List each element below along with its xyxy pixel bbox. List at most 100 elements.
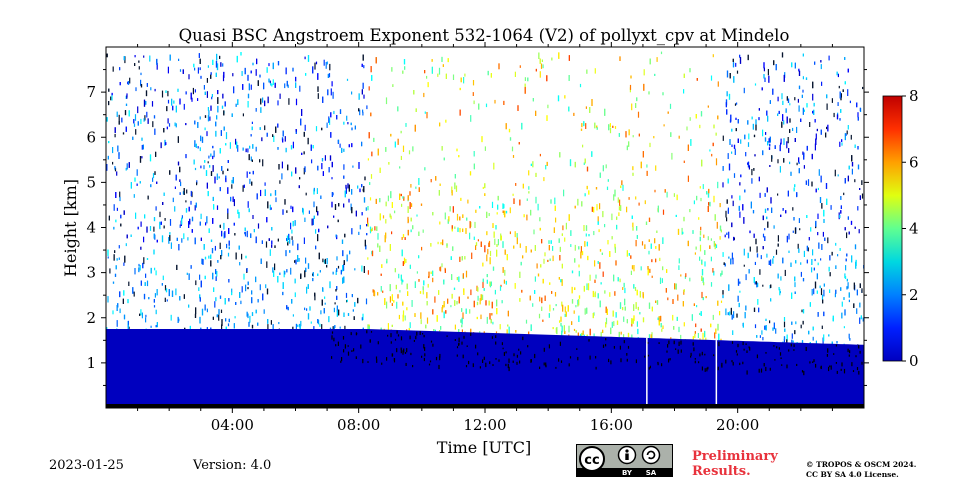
heatmap-cell bbox=[224, 231, 226, 238]
boundary-speck bbox=[505, 351, 507, 354]
heatmap-cell bbox=[212, 145, 214, 149]
preliminary-results-note: Preliminary Results. bbox=[692, 449, 778, 479]
heatmap-cell bbox=[750, 201, 752, 209]
heatmap-cell bbox=[658, 316, 660, 322]
heatmap-cell bbox=[317, 319, 319, 324]
heatmap-cell bbox=[140, 118, 142, 124]
heatmap-cell bbox=[579, 83, 582, 88]
heatmap-cell bbox=[722, 252, 724, 257]
boundary-speck bbox=[793, 349, 795, 351]
heatmap-cell bbox=[481, 136, 483, 143]
heatmap-cell bbox=[407, 206, 409, 213]
heatmap-cell bbox=[538, 52, 540, 59]
heatmap-cell bbox=[426, 317, 429, 324]
heatmap-cell bbox=[456, 301, 458, 305]
heatmap-cell bbox=[397, 106, 399, 112]
boundary-layer-region bbox=[106, 329, 864, 408]
heatmap-cell bbox=[459, 109, 461, 116]
heatmap-cell bbox=[418, 178, 420, 185]
heatmap-cell bbox=[188, 74, 190, 80]
heatmap-cell bbox=[812, 326, 814, 331]
heatmap-cell bbox=[609, 251, 611, 257]
boundary-speck bbox=[776, 346, 778, 349]
heatmap-cell bbox=[242, 84, 244, 90]
heatmap-cell bbox=[315, 229, 317, 234]
heatmap-cell bbox=[168, 289, 170, 297]
boundary-speck bbox=[610, 360, 612, 365]
heatmap-cell bbox=[317, 273, 319, 276]
heatmap-cell bbox=[170, 314, 172, 321]
heatmap-cell bbox=[730, 307, 732, 315]
heatmap-cell bbox=[370, 174, 373, 179]
heatmap-cell bbox=[450, 256, 452, 260]
heatmap-cell bbox=[382, 215, 385, 219]
heatmap-cell bbox=[488, 242, 490, 247]
heatmap-cell bbox=[335, 289, 337, 292]
heatmap-cell bbox=[458, 276, 460, 282]
plot-area bbox=[105, 46, 865, 409]
boundary-speck bbox=[605, 338, 607, 341]
heatmap-cell bbox=[735, 128, 737, 132]
heatmap-cell bbox=[766, 216, 768, 220]
heatmap-cell bbox=[683, 89, 685, 94]
heatmap-cell bbox=[711, 153, 713, 157]
heatmap-cell bbox=[146, 111, 148, 118]
heatmap-cell bbox=[568, 214, 570, 221]
heatmap-cell bbox=[496, 249, 498, 257]
boundary-speck bbox=[858, 370, 860, 375]
heatmap-cell bbox=[767, 115, 769, 122]
heatmap-cell bbox=[336, 286, 338, 290]
heatmap-cell bbox=[321, 163, 323, 170]
heatmap-cell bbox=[221, 166, 223, 171]
heatmap-cell bbox=[631, 103, 633, 111]
heatmap-cell bbox=[390, 215, 392, 220]
heatmap-cell bbox=[644, 244, 646, 249]
heatmap-cell bbox=[277, 100, 279, 106]
heatmap-cell bbox=[211, 248, 214, 254]
heatmap-cell bbox=[849, 100, 851, 104]
heatmap-cell bbox=[290, 205, 292, 209]
heatmap-cell bbox=[831, 251, 833, 256]
heatmap-cell bbox=[297, 243, 299, 251]
heatmap-cell bbox=[483, 288, 485, 291]
heatmap-cell bbox=[500, 233, 502, 241]
heatmap-cell bbox=[257, 322, 259, 326]
heatmap-cell bbox=[423, 280, 425, 286]
heatmap-cell bbox=[655, 258, 657, 263]
heatmap-cell bbox=[241, 71, 243, 76]
heatmap-cell bbox=[769, 165, 771, 167]
heatmap-cell bbox=[354, 268, 356, 271]
heatmap-cell bbox=[583, 285, 585, 292]
heatmap-cell bbox=[489, 250, 492, 257]
heatmap-cell bbox=[227, 160, 229, 163]
heatmap-cell bbox=[815, 138, 817, 145]
heatmap-cell bbox=[735, 117, 737, 120]
heatmap-cell bbox=[301, 109, 303, 116]
boundary-speck bbox=[704, 368, 706, 372]
heatmap-cell bbox=[174, 206, 176, 212]
heatmap-cell bbox=[200, 75, 202, 79]
heatmap-cell bbox=[752, 123, 754, 130]
heatmap-cell bbox=[361, 317, 363, 321]
heatmap-cell bbox=[504, 269, 506, 276]
heatmap-cell bbox=[844, 273, 846, 278]
heatmap-cell bbox=[565, 222, 567, 230]
heatmap-cell bbox=[461, 317, 463, 325]
heatmap-cell bbox=[147, 195, 149, 200]
heatmap-cell bbox=[583, 225, 585, 232]
heatmap-cell bbox=[660, 51, 663, 55]
heatmap-cell bbox=[491, 301, 493, 309]
heatmap-cell bbox=[135, 129, 137, 135]
heatmap-cell bbox=[430, 271, 432, 274]
heatmap-cell bbox=[215, 276, 217, 281]
heatmap-cell bbox=[264, 189, 266, 196]
heatmap-cell bbox=[619, 278, 621, 283]
boundary-speck bbox=[693, 347, 695, 352]
x-tick-label: 20:00 bbox=[716, 416, 759, 434]
heatmap-cell bbox=[260, 98, 262, 105]
heatmap-cell bbox=[846, 130, 848, 135]
heatmap-cell bbox=[718, 333, 720, 341]
heatmap-cell bbox=[153, 226, 155, 232]
boundary-speck bbox=[780, 357, 782, 359]
heatmap-cell bbox=[642, 317, 645, 323]
